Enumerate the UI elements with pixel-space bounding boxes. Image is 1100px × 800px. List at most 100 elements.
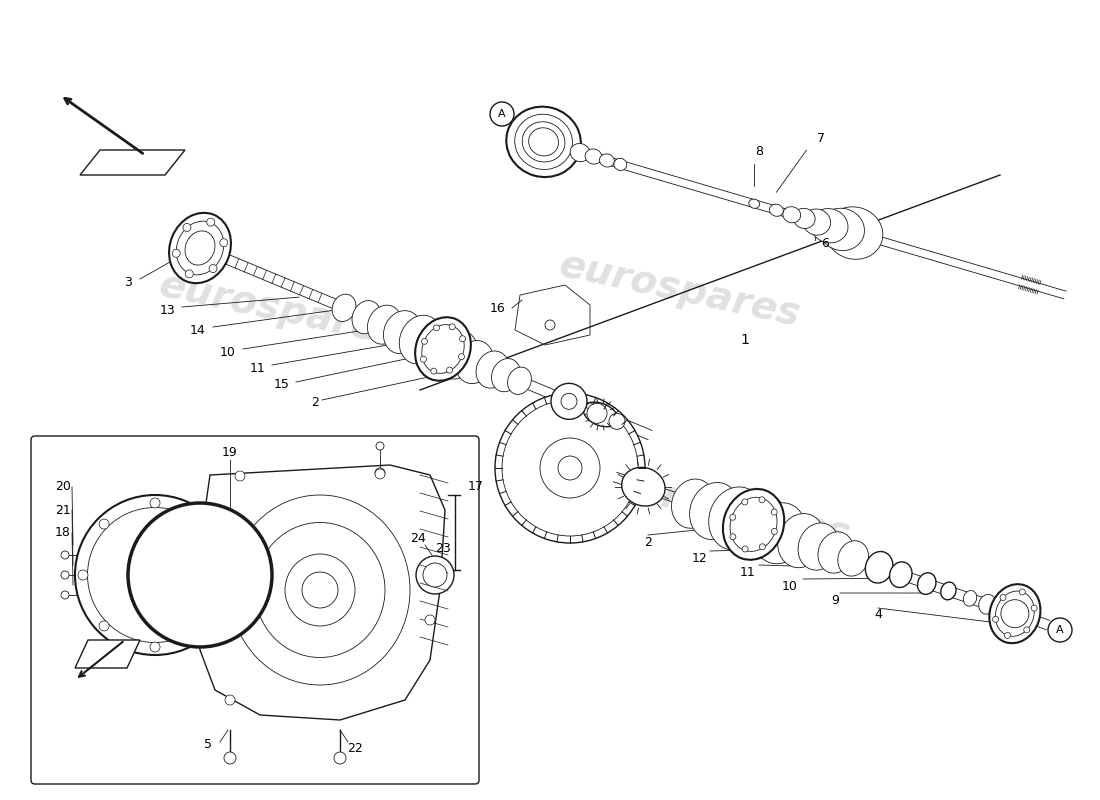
Text: 11: 11 [250, 362, 266, 374]
Ellipse shape [522, 122, 565, 162]
Polygon shape [80, 150, 185, 175]
Circle shape [207, 218, 215, 226]
Circle shape [490, 102, 514, 126]
Ellipse shape [416, 556, 454, 594]
Text: eurospares: eurospares [156, 496, 404, 584]
Ellipse shape [825, 207, 883, 259]
Ellipse shape [600, 154, 614, 167]
Circle shape [226, 695, 235, 705]
Ellipse shape [818, 208, 865, 250]
Circle shape [771, 529, 778, 534]
Circle shape [375, 468, 385, 478]
Circle shape [544, 320, 556, 330]
Ellipse shape [723, 489, 784, 560]
Ellipse shape [352, 301, 381, 334]
Ellipse shape [803, 209, 830, 235]
Text: 2: 2 [645, 535, 652, 549]
Text: 16: 16 [491, 302, 506, 314]
Circle shape [220, 238, 228, 246]
Ellipse shape [255, 522, 385, 658]
Circle shape [235, 471, 245, 481]
Ellipse shape [176, 221, 223, 275]
FancyBboxPatch shape [31, 436, 478, 784]
Circle shape [375, 469, 385, 479]
Ellipse shape [421, 325, 464, 374]
Ellipse shape [964, 590, 977, 606]
Circle shape [185, 270, 194, 278]
Ellipse shape [917, 573, 936, 594]
Ellipse shape [415, 320, 462, 374]
Circle shape [558, 456, 582, 480]
Ellipse shape [415, 318, 471, 381]
Ellipse shape [979, 594, 996, 614]
Ellipse shape [75, 495, 235, 655]
Ellipse shape [770, 204, 783, 216]
Text: 17: 17 [468, 481, 484, 494]
Text: 11: 11 [740, 566, 756, 578]
Ellipse shape [169, 213, 231, 283]
Ellipse shape [989, 584, 1041, 643]
Circle shape [1004, 633, 1011, 638]
Ellipse shape [583, 402, 617, 426]
Circle shape [741, 499, 748, 505]
Circle shape [222, 570, 232, 580]
Ellipse shape [783, 206, 801, 223]
Ellipse shape [585, 149, 602, 164]
Ellipse shape [621, 467, 665, 506]
Circle shape [759, 544, 766, 550]
Text: 7: 7 [817, 132, 825, 145]
Circle shape [540, 438, 600, 498]
Circle shape [209, 265, 217, 273]
Circle shape [433, 325, 440, 331]
Ellipse shape [185, 231, 214, 265]
Ellipse shape [690, 482, 739, 540]
Text: 15: 15 [274, 378, 290, 391]
Text: 18: 18 [55, 526, 70, 539]
Text: 21: 21 [55, 503, 70, 517]
Circle shape [1048, 618, 1072, 642]
Circle shape [420, 356, 427, 362]
Text: 14: 14 [190, 323, 206, 337]
Text: 2: 2 [311, 397, 319, 410]
Ellipse shape [285, 554, 355, 626]
Circle shape [302, 572, 338, 608]
Circle shape [334, 752, 346, 764]
Ellipse shape [506, 106, 581, 177]
Circle shape [421, 338, 428, 344]
Ellipse shape [754, 502, 806, 564]
Circle shape [60, 551, 69, 559]
Ellipse shape [88, 507, 222, 642]
Text: 12: 12 [692, 551, 708, 565]
Circle shape [424, 563, 447, 587]
Ellipse shape [708, 487, 763, 550]
Circle shape [551, 383, 587, 419]
Ellipse shape [671, 479, 714, 528]
Circle shape [729, 514, 736, 520]
Circle shape [150, 498, 160, 508]
Circle shape [449, 324, 455, 330]
Text: 4: 4 [874, 609, 882, 622]
Circle shape [60, 591, 69, 599]
Text: 19: 19 [222, 446, 238, 458]
Circle shape [759, 497, 764, 502]
Ellipse shape [570, 143, 590, 162]
Text: 13: 13 [161, 303, 176, 317]
Ellipse shape [515, 114, 572, 170]
Circle shape [1000, 594, 1006, 601]
Circle shape [1020, 589, 1025, 595]
Text: 23: 23 [436, 542, 451, 554]
Ellipse shape [367, 305, 402, 344]
Ellipse shape [492, 358, 520, 392]
Ellipse shape [434, 330, 478, 379]
Text: eurospares: eurospares [556, 246, 804, 334]
Ellipse shape [230, 495, 410, 685]
Text: 8: 8 [756, 146, 763, 158]
Ellipse shape [749, 199, 760, 208]
Circle shape [60, 571, 69, 579]
Circle shape [502, 400, 638, 536]
Circle shape [742, 546, 748, 552]
Circle shape [425, 615, 435, 625]
Ellipse shape [838, 541, 869, 576]
Ellipse shape [778, 514, 825, 568]
Ellipse shape [866, 551, 893, 583]
